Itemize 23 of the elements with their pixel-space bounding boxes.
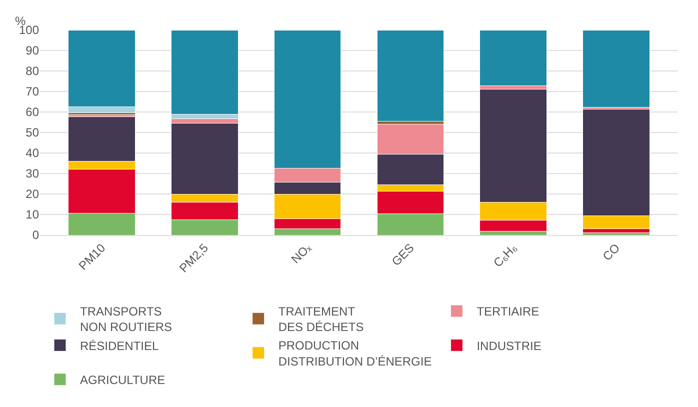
legend-label: PRODUCTION DISTRIBUTION D’ÉNERGIE [278,338,432,368]
y-tick-label: 90 [26,44,40,58]
bar [376,30,444,122]
y-tick-label: 10 [26,208,40,222]
y-tick-label: 20 [26,187,40,202]
legend-label: INDUSTRIE [476,338,542,353]
x-tick-label: NOₓ [288,240,314,266]
y-tick-label: 60 [26,105,40,120]
legend-label: TERTIAIRE [476,304,540,319]
legend-label: AGRICULTURE [80,373,166,388]
y-tick-label: 70 [26,84,40,99]
legend-label: TRAITEMENT DES DÉCHETS [278,304,364,334]
bar [480,30,548,86]
x-tick-label: CO [600,240,623,264]
bar [582,30,650,108]
x-tick-label: C₆H₆ [490,240,520,270]
y-tick-label: 80 [26,64,40,78]
y-tick-label: 40 [26,146,40,160]
y-tick-label: 50 [26,126,40,140]
y-tick-label: 0 [32,228,40,242]
legend-label: RÉSIDENTIEL [80,338,160,353]
y-tick-label: 30 [26,166,40,181]
legend-label: TRANSPORTS NON ROUTIERS [80,304,172,334]
